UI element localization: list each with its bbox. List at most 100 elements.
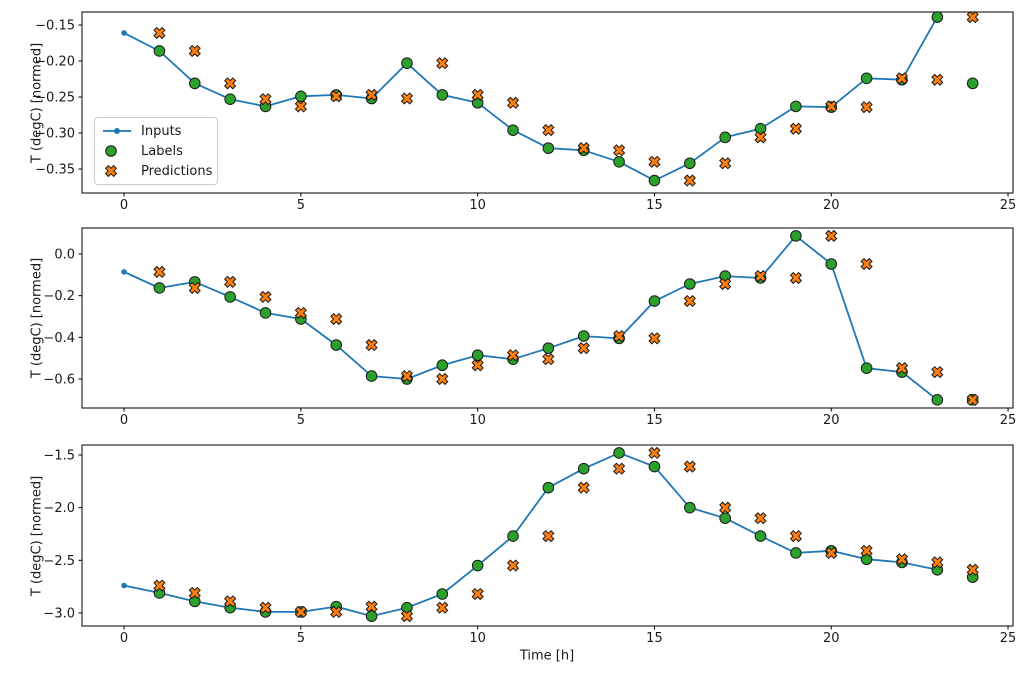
prediction-marker xyxy=(365,600,378,613)
prediction-marker xyxy=(754,269,767,283)
prediction-marker xyxy=(648,155,661,168)
prediction-marker xyxy=(153,26,166,40)
x-icon xyxy=(104,164,118,178)
y-tick-label: −0.6 xyxy=(43,372,75,387)
x-axis-label: Time [h] xyxy=(519,648,575,664)
legend-item-labels: Labels xyxy=(102,141,210,161)
input-marker xyxy=(121,269,127,275)
label-marker xyxy=(931,11,944,23)
prediction-marker xyxy=(224,275,237,289)
prediction-marker xyxy=(683,294,696,308)
prediction-marker xyxy=(471,88,484,101)
prediction-marker xyxy=(931,365,944,379)
prediction-marker xyxy=(542,353,555,366)
label-marker xyxy=(648,295,661,307)
inputs-line xyxy=(123,234,938,401)
label-marker xyxy=(436,89,449,101)
prediction-marker xyxy=(577,342,590,355)
x-tick-label: 25 xyxy=(1000,413,1017,428)
label-marker xyxy=(860,72,873,85)
prediction-marker xyxy=(860,257,873,271)
prediction-marker xyxy=(612,462,626,475)
prediction-marker xyxy=(365,338,378,352)
prediction-marker xyxy=(577,142,590,155)
prediction-marker xyxy=(860,100,873,114)
label-marker xyxy=(684,278,696,290)
prediction-marker xyxy=(153,579,166,592)
label-marker xyxy=(365,610,378,622)
x-tick-label: 15 xyxy=(646,198,663,213)
prediction-marker xyxy=(506,96,520,109)
line-dot-icon xyxy=(103,128,131,134)
prediction-marker xyxy=(789,271,803,285)
prediction-marker xyxy=(294,306,307,320)
label-marker xyxy=(471,349,484,362)
prediction-marker xyxy=(224,595,237,608)
label-marker xyxy=(224,93,236,105)
legend-item-predictions: Predictions xyxy=(102,161,212,181)
label-marker xyxy=(719,131,731,144)
x-tick-label: 25 xyxy=(1000,198,1017,213)
prediction-marker xyxy=(789,122,803,135)
prediction-marker xyxy=(436,601,449,614)
prediction-marker xyxy=(754,131,767,144)
label-marker xyxy=(790,100,802,113)
y-tick-label: −0.20 xyxy=(35,55,75,70)
prediction-marker xyxy=(188,281,201,295)
y-tick-label: −0.25 xyxy=(35,91,75,106)
label-marker xyxy=(153,45,166,57)
y-axis-label-bottom: T (degC) [normed] xyxy=(29,475,45,597)
label-marker xyxy=(471,559,484,572)
prediction-marker xyxy=(895,553,909,566)
x-tick-label: 5 xyxy=(297,198,305,213)
prediction-marker xyxy=(330,312,343,326)
prediction-marker xyxy=(188,44,201,58)
label-marker xyxy=(295,90,307,103)
y-tick-label: −0.15 xyxy=(35,19,75,34)
label-marker xyxy=(507,124,519,136)
prediction-marker xyxy=(506,349,520,362)
y-tick-label: −3.0 xyxy=(43,606,75,621)
legend-label-labels: Labels xyxy=(141,143,183,159)
input-marker xyxy=(121,582,127,589)
prediction-marker xyxy=(789,529,803,543)
y-tick-label: −2.0 xyxy=(43,501,75,516)
y-tick-label: −0.35 xyxy=(35,163,75,178)
label-marker xyxy=(613,447,625,459)
prediction-marker xyxy=(683,174,696,187)
label-marker xyxy=(790,230,802,242)
plot-frame xyxy=(81,11,1014,194)
label-marker xyxy=(365,370,378,382)
label-marker xyxy=(401,57,413,69)
label-marker xyxy=(860,362,873,374)
plot-frame xyxy=(81,227,1014,409)
x-tick-label: 20 xyxy=(823,413,840,428)
prediction-marker xyxy=(719,277,732,291)
prediction-marker xyxy=(825,100,838,113)
x-tick-label: 25 xyxy=(1000,631,1017,646)
x-tick-label: 10 xyxy=(469,413,486,428)
x-tick-label: 15 xyxy=(646,413,663,428)
y-axis-label-middle: T (degC) [normed] xyxy=(29,257,45,379)
label-marker xyxy=(613,156,625,168)
label-marker xyxy=(648,460,661,473)
y-tick-label: 0.0 xyxy=(54,247,75,262)
prediction-marker xyxy=(825,229,838,242)
label-marker xyxy=(684,501,696,514)
y-axis-label-top: T (degC) [normed] xyxy=(29,42,45,164)
prediction-marker xyxy=(648,332,661,345)
prediction-marker xyxy=(471,359,484,372)
label-marker xyxy=(224,291,236,303)
label-marker xyxy=(330,339,343,351)
prediction-marker xyxy=(683,460,696,473)
legend: Inputs Labels Predictions xyxy=(94,117,218,185)
prediction-marker xyxy=(895,362,909,375)
prediction-marker xyxy=(400,369,414,383)
label-marker xyxy=(577,330,590,342)
legend-item-inputs: Inputs xyxy=(102,121,210,141)
prediction-marker xyxy=(259,290,272,304)
x-tick-label: 0 xyxy=(120,413,128,428)
prediction-marker xyxy=(365,88,378,101)
x-tick-label: 20 xyxy=(823,631,840,646)
